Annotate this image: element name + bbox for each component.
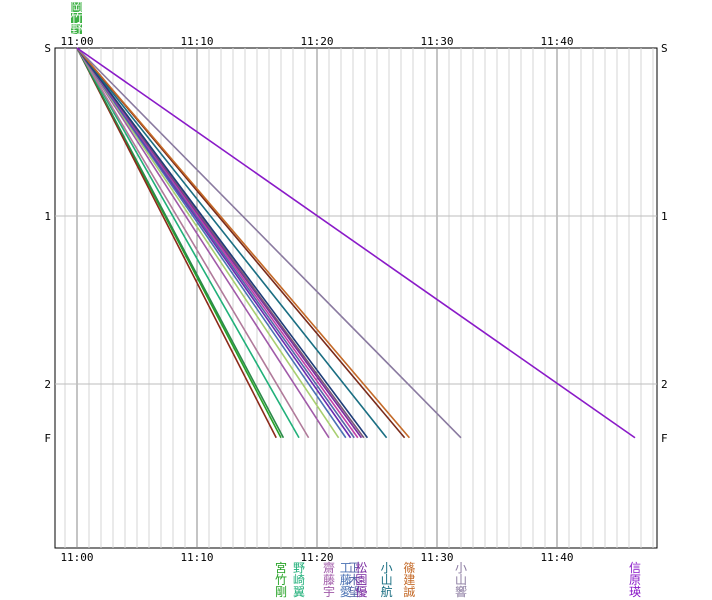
y-tick-label: 1 xyxy=(661,210,668,223)
finish-name-label: 松園優 xyxy=(355,561,367,599)
start-marker-label: 野 xyxy=(70,22,82,36)
x-tick-label: 11:40 xyxy=(540,35,573,48)
finish-name-char: 野 xyxy=(293,561,305,575)
y-tick-label: S xyxy=(44,42,51,55)
x-tick-label: 11:20 xyxy=(300,35,333,48)
series-line xyxy=(76,47,300,439)
finish-name-char: 竹 xyxy=(275,573,287,587)
series-line xyxy=(76,47,330,439)
finish-name-char: 瑛 xyxy=(629,585,641,599)
x-tick-label: 11:00 xyxy=(60,35,93,48)
finish-name-char: 優 xyxy=(355,585,367,599)
finish-name-char: 崎 xyxy=(293,573,305,587)
finish-name-label: 信原瑛 xyxy=(629,561,641,599)
series-line xyxy=(76,47,388,439)
finish-name-label: 野崎翼 xyxy=(293,561,305,599)
finish-name-label: 小山響 xyxy=(455,561,467,599)
finish-name-char: 藤 xyxy=(323,573,335,587)
x-tick-label: 11:40 xyxy=(540,551,573,564)
x-tick-labels-top: 11:00 11:10 11:20 11:30 11:40 xyxy=(60,35,573,48)
series-line xyxy=(76,47,369,439)
finish-name-char: 小 xyxy=(455,561,467,575)
series-line xyxy=(76,47,340,439)
y-tick-label: 2 xyxy=(661,378,668,391)
y-tick-label: S xyxy=(661,42,668,55)
finish-name-char: 望 xyxy=(348,585,360,599)
finish-name-char: 愛 xyxy=(340,585,352,599)
y-tick-label: F xyxy=(661,432,668,445)
finish-name-char: 誠 xyxy=(403,585,415,599)
finish-name-char: 翼 xyxy=(293,585,305,599)
y-tick-labels-right: S 1 2 F xyxy=(661,42,668,445)
finish-name-char: 宇 xyxy=(323,585,335,599)
series-line xyxy=(76,47,411,439)
x-tick-label: 11:20 xyxy=(300,551,333,564)
finish-name-label: 正木望 xyxy=(348,561,360,599)
series-line xyxy=(76,47,277,439)
y-tick-label: 1 xyxy=(44,210,51,223)
series-line xyxy=(76,47,310,439)
finish-name-char: 響 xyxy=(455,584,467,599)
finish-name-char: 正 xyxy=(348,561,360,575)
start-marker xyxy=(71,13,82,23)
x-tick-label: 11:10 xyxy=(180,551,213,564)
y-tick-label: 2 xyxy=(44,378,51,391)
finish-name-char: 木 xyxy=(348,573,360,587)
finish-name-char: 藤 xyxy=(340,573,352,587)
plot-frame xyxy=(54,47,658,549)
start-marker-label: 岡 xyxy=(70,0,82,14)
finish-name-char: 園 xyxy=(355,573,367,587)
major-gridlines xyxy=(55,48,657,548)
finish-name-char: 小 xyxy=(381,561,393,575)
finish-name-label: 篠建誠 xyxy=(403,560,415,599)
finish-name-char: 齋 xyxy=(323,560,335,575)
x-tick-label: 11:30 xyxy=(420,551,453,564)
y-tick-label: F xyxy=(44,432,51,445)
finish-name-char: 信 xyxy=(629,561,641,575)
x-tick-label: 11:10 xyxy=(180,35,213,48)
y-tick-labels-left: S 1 2 F xyxy=(44,42,51,445)
x-tick-labels-bottom: 11:00 11:10 11:20 11:30 11:40 xyxy=(60,551,573,564)
start-markers: 岡竹野 xyxy=(70,0,82,36)
x-tick-label: 11:30 xyxy=(420,35,453,48)
finish-name-char: 松 xyxy=(355,561,367,575)
series-line xyxy=(76,47,285,439)
finish-name-label: 宮竹剛 xyxy=(275,560,287,599)
finish-name-label: 工藤愛 xyxy=(340,561,352,599)
start-marker xyxy=(71,24,82,34)
start-marker xyxy=(71,2,82,12)
finish-name-char: 剛 xyxy=(275,585,287,599)
finish-name-char: 篠 xyxy=(403,560,415,575)
finish-name-char: 航 xyxy=(381,584,393,599)
series-lines xyxy=(76,47,636,439)
finish-name-char: 建 xyxy=(403,573,415,587)
start-marker-label: 竹 xyxy=(70,11,82,25)
finish-name-char: 山 xyxy=(455,573,467,587)
finish-name-label: 齋藤宇 xyxy=(323,560,335,599)
finish-name-char: 宮 xyxy=(275,560,287,575)
x-tick-label: 11:00 xyxy=(60,551,93,564)
series-line xyxy=(76,47,462,439)
series-line xyxy=(76,47,636,439)
finish-name-label: 小山航 xyxy=(381,561,393,599)
finish-name-char: 山 xyxy=(381,573,393,587)
finish-name-char: 原 xyxy=(629,573,641,587)
finish-name-char: 工 xyxy=(340,561,352,575)
